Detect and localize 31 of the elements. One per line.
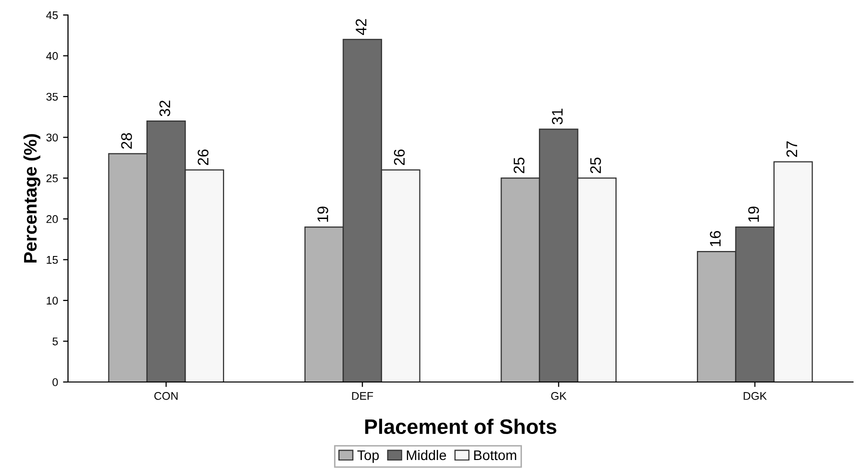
data-label: 26 — [394, 149, 405, 166]
data-label: 28 — [121, 133, 132, 149]
y-tick-label: 40 — [46, 52, 58, 60]
data-label: 42 — [356, 19, 366, 35]
y-tick-label: 20 — [46, 215, 58, 224]
data-label: 25 — [514, 158, 524, 174]
x-tick-label: DGK — [744, 392, 767, 400]
y-tick-label: 5 — [52, 338, 58, 346]
x-tick-label: GK — [551, 392, 567, 400]
legend-label: Middle — [406, 450, 446, 460]
y-tick-label: 45 — [46, 11, 58, 20]
y-tick-label: 0 — [52, 378, 58, 386]
data-label: 26 — [198, 149, 208, 166]
data-label: 31 — [552, 108, 563, 124]
data-label: 19 — [748, 206, 759, 222]
legend-label: Top — [357, 450, 379, 463]
data-label: 27 — [786, 141, 798, 157]
y-tick-label: 15 — [46, 256, 58, 264]
x-tick-label: CON — [154, 392, 178, 400]
y-axis-title: Percentage (%) — [23, 134, 40, 263]
y-tick-label: 10 — [46, 296, 58, 305]
data-label: 32 — [159, 100, 170, 116]
x-axis-title: Placement of Shots — [365, 418, 556, 434]
data-label: 16 — [710, 231, 721, 246]
legend-label: Bottom — [474, 450, 516, 460]
y-tick-label: 30 — [46, 134, 58, 142]
y-tick-label: 25 — [46, 174, 58, 182]
data-label: 19 — [317, 206, 328, 222]
y-tick-label: 35 — [46, 92, 58, 101]
x-tick-label: DEF — [352, 392, 374, 400]
data-label: 25 — [590, 158, 601, 174]
